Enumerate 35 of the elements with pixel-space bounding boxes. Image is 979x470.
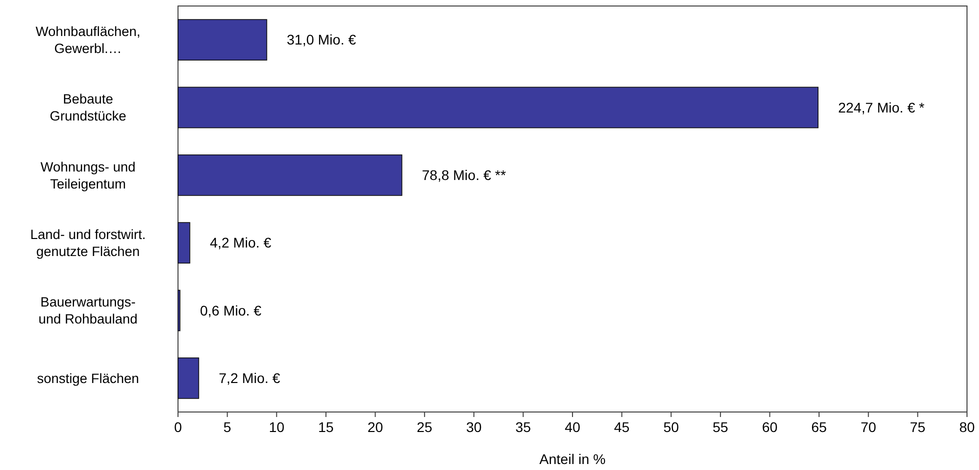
- annotation: 7,2 Mio. €: [218, 370, 280, 386]
- x-tick-label: 20: [367, 419, 384, 435]
- bar: [178, 86, 818, 128]
- y-tick-label: Wohnbauflächen, Gewerbl.…: [36, 24, 140, 56]
- x-axis-title: Anteil in %: [539, 451, 606, 467]
- x-tick-label: 70: [860, 419, 876, 435]
- x-tick-label: 50: [663, 419, 680, 435]
- x-tick-label: 35: [515, 419, 532, 435]
- x-tick-label: 45: [614, 419, 630, 435]
- bar: [178, 222, 190, 264]
- y-tick-label: Bebaute Grundstücke: [50, 92, 126, 124]
- y-tick-label: Wohnungs- und Teileigentum: [40, 159, 136, 192]
- x-tick-label: 10: [268, 419, 285, 435]
- x-tick-label: 5: [223, 419, 232, 435]
- x-tick-label: 30: [466, 419, 482, 435]
- bar: [178, 357, 200, 399]
- annotation: 224,7 Mio. € *: [838, 99, 926, 116]
- x-tick-label: 0: [174, 419, 182, 435]
- bar: [178, 154, 402, 196]
- x-tick-label: 15: [318, 419, 334, 435]
- y-tick-label: Land- und forstwirt. genutzte Flächen: [30, 227, 146, 260]
- x-tick-label: 55: [712, 419, 728, 435]
- x-tick-label: 65: [811, 419, 828, 435]
- x-tick-label: 75: [910, 419, 926, 435]
- annotation: 0,6 Mio. €: [200, 302, 262, 318]
- x-tick-label: 80: [959, 419, 975, 435]
- y-tick-label: sonstige Flächen: [36, 370, 140, 386]
- annotation: 31,0 Mio. €: [286, 32, 356, 48]
- annotation: 78,8 Mio. € **: [422, 167, 506, 184]
- bar: [178, 19, 268, 61]
- y-tick-label: Bauerwartungs- und Rohbauland: [38, 294, 138, 327]
- x-tick-label: 25: [416, 419, 433, 435]
- annotation: 4,2 Mio. €: [210, 234, 272, 251]
- x-tick-label: 40: [564, 419, 580, 435]
- x-tick-label: 60: [762, 419, 778, 435]
